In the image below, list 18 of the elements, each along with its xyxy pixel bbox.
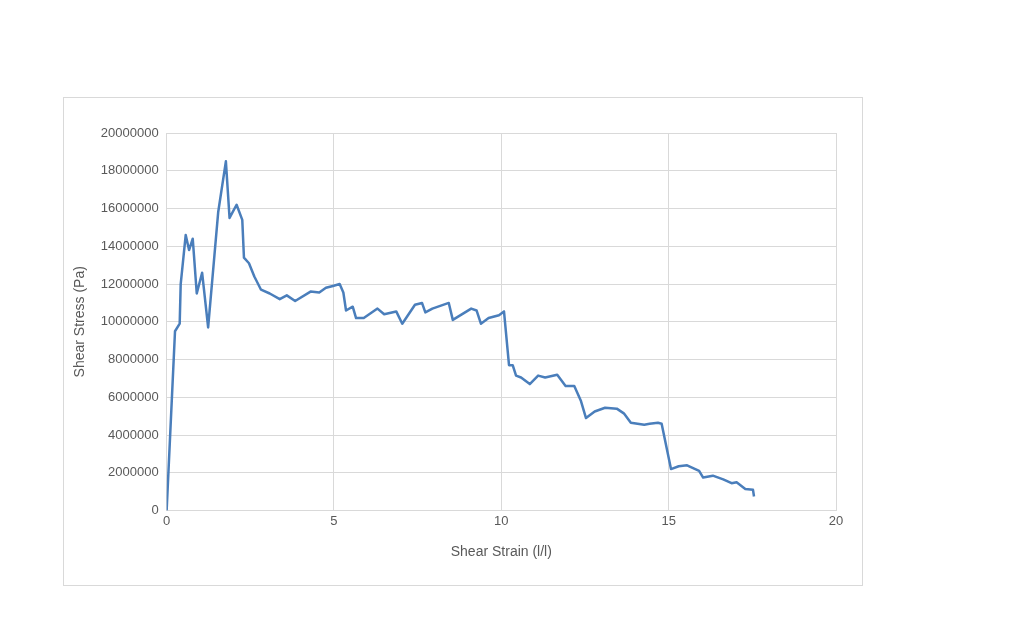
y-tick-label: 6000000 <box>108 388 159 404</box>
x-tick-label: 20 <box>828 512 844 528</box>
y-tick-label: 4000000 <box>108 426 159 442</box>
y-tick-label: 18000000 <box>100 162 159 178</box>
x-axis-title: Shear Strain (l/l) <box>450 543 552 560</box>
y-tick-label: 14000000 <box>100 237 159 253</box>
y-tick-label: 8000000 <box>108 351 159 367</box>
y-tick-label: 0 <box>151 502 159 518</box>
x-tick-label: 0 <box>163 512 171 528</box>
x-tick-label: 5 <box>330 512 338 528</box>
y-tick-label: 12000000 <box>100 275 159 291</box>
y-tick-label: 2000000 <box>108 464 159 480</box>
x-tick-label: 10 <box>494 512 509 528</box>
x-tick-label: 15 <box>661 512 676 528</box>
y-tick-label: 20000000 <box>100 124 159 140</box>
y-tick-label: 10000000 <box>100 313 159 329</box>
y-tick-label: 16000000 <box>100 200 159 216</box>
y-axis-title: Shear Stress (Pa) <box>71 266 88 378</box>
